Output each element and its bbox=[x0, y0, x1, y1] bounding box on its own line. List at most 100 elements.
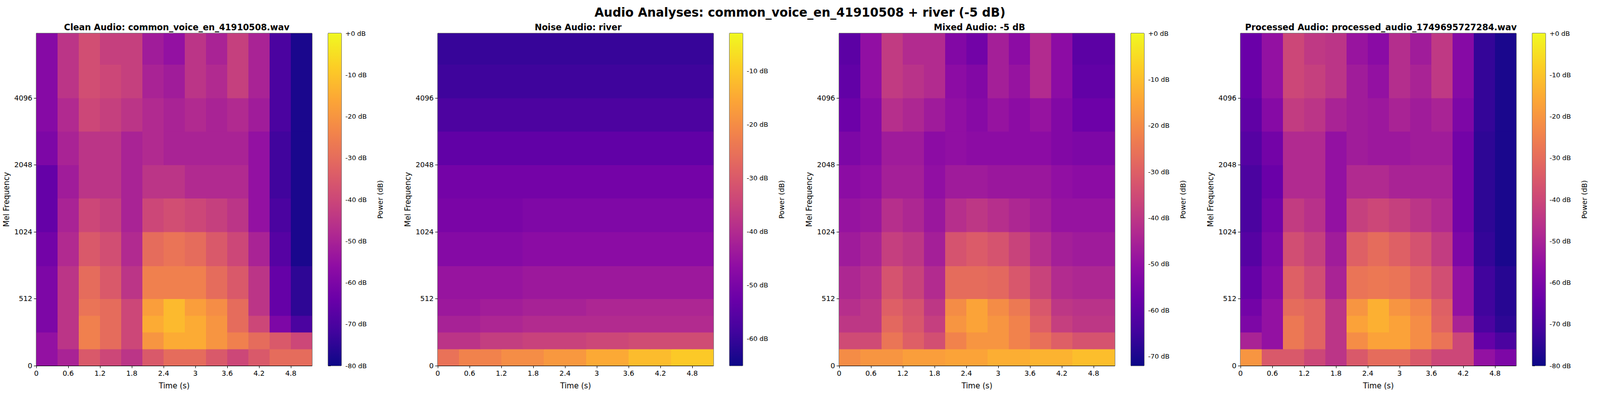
svg-text:3: 3 bbox=[594, 369, 600, 378]
svg-text:0: 0 bbox=[34, 369, 39, 378]
svg-text:0.6: 0.6 bbox=[1266, 369, 1278, 378]
svg-text:512: 512 bbox=[1222, 294, 1237, 303]
svg-text:3: 3 bbox=[193, 369, 198, 378]
svg-text:-20 dB: -20 dB bbox=[1549, 112, 1572, 121]
svg-text:-80 dB: -80 dB bbox=[1549, 362, 1572, 370]
svg-text:4.2: 4.2 bbox=[1457, 369, 1469, 378]
svg-text:-30 dB: -30 dB bbox=[1148, 168, 1170, 176]
svg-text:Mel Frequency: Mel Frequency bbox=[403, 172, 413, 228]
svg-text:-50 dB: -50 dB bbox=[746, 281, 769, 289]
svg-text:-60 dB: -60 dB bbox=[746, 334, 769, 343]
svg-text:-60 dB: -60 dB bbox=[1148, 306, 1170, 315]
svg-text:-80 dB: -80 dB bbox=[345, 362, 368, 370]
svg-text:-20 dB: -20 dB bbox=[345, 112, 368, 121]
svg-text:4096: 4096 bbox=[816, 93, 836, 102]
svg-text:-30 dB: -30 dB bbox=[746, 174, 769, 182]
svg-text:0: 0 bbox=[1238, 369, 1244, 378]
svg-text:4.8: 4.8 bbox=[285, 369, 297, 378]
svg-text:-20 dB: -20 dB bbox=[746, 120, 769, 129]
svg-text:4096: 4096 bbox=[14, 93, 33, 102]
svg-text:3.6: 3.6 bbox=[1425, 369, 1437, 378]
svg-text:4.8: 4.8 bbox=[1088, 369, 1100, 378]
svg-text:Mixed Audio: -5 dB: Mixed Audio: -5 dB bbox=[934, 22, 1026, 33]
svg-text:0: 0 bbox=[830, 361, 836, 370]
svg-text:-70 dB: -70 dB bbox=[1148, 352, 1170, 360]
svg-text:-50 dB: -50 dB bbox=[1549, 237, 1572, 245]
svg-text:1024: 1024 bbox=[14, 227, 33, 236]
svg-text:Time (s): Time (s) bbox=[1362, 381, 1395, 391]
svg-text:Power (dB): Power (dB) bbox=[1580, 180, 1589, 219]
svg-text:-60 dB: -60 dB bbox=[345, 278, 368, 287]
svg-text:Power (dB): Power (dB) bbox=[1178, 180, 1187, 219]
svg-text:512: 512 bbox=[420, 294, 434, 303]
svg-text:3.6: 3.6 bbox=[221, 369, 233, 378]
svg-text:-10 dB: -10 dB bbox=[345, 71, 368, 79]
svg-text:1.2: 1.2 bbox=[495, 369, 507, 378]
svg-text:Clean Audio: common_voice_en_4: Clean Audio: common_voice_en_41910508.wa… bbox=[64, 22, 290, 33]
svg-text:512: 512 bbox=[18, 294, 33, 303]
svg-text:-40 dB: -40 dB bbox=[1549, 195, 1572, 204]
svg-text:2.4: 2.4 bbox=[158, 369, 170, 378]
svg-text:0.6: 0.6 bbox=[865, 369, 877, 378]
svg-text:Mel Frequency: Mel Frequency bbox=[804, 172, 814, 228]
svg-text:3: 3 bbox=[1397, 369, 1403, 378]
svg-text:1024: 1024 bbox=[1218, 227, 1237, 236]
svg-text:+0 dB: +0 dB bbox=[345, 29, 366, 38]
svg-text:1.8: 1.8 bbox=[126, 369, 138, 378]
svg-text:2048: 2048 bbox=[14, 160, 33, 169]
svg-text:0: 0 bbox=[837, 369, 842, 378]
svg-text:3: 3 bbox=[996, 369, 1001, 378]
svg-text:Noise Audio: river: Noise Audio: river bbox=[534, 22, 623, 33]
svg-text:0: 0 bbox=[429, 361, 434, 370]
svg-text:2048: 2048 bbox=[415, 160, 434, 169]
svg-text:0.6: 0.6 bbox=[62, 369, 74, 378]
svg-text:Time (s): Time (s) bbox=[961, 381, 993, 391]
svg-text:2.4: 2.4 bbox=[559, 369, 571, 378]
svg-text:-40 dB: -40 dB bbox=[746, 227, 769, 236]
svg-text:2.4: 2.4 bbox=[960, 369, 972, 378]
svg-text:1024: 1024 bbox=[816, 227, 836, 236]
svg-text:-60 dB: -60 dB bbox=[1549, 278, 1572, 287]
svg-text:1024: 1024 bbox=[415, 227, 434, 236]
svg-text:1.8: 1.8 bbox=[1330, 369, 1342, 378]
svg-text:-70 dB: -70 dB bbox=[1549, 320, 1572, 328]
svg-text:1.8: 1.8 bbox=[928, 369, 941, 378]
svg-text:+0 dB: +0 dB bbox=[1549, 29, 1570, 38]
svg-text:0: 0 bbox=[27, 361, 33, 370]
svg-text:Processed Audio: processed_aud: Processed Audio: processed_audio_1749695… bbox=[1245, 22, 1517, 33]
svg-text:-30 dB: -30 dB bbox=[345, 153, 368, 162]
svg-text:4.2: 4.2 bbox=[1056, 369, 1068, 378]
svg-text:512: 512 bbox=[821, 294, 836, 303]
svg-text:4096: 4096 bbox=[1218, 93, 1237, 102]
svg-text:Mel Frequency: Mel Frequency bbox=[1206, 172, 1216, 228]
svg-text:1.8: 1.8 bbox=[527, 369, 539, 378]
svg-text:4.2: 4.2 bbox=[253, 369, 265, 378]
svg-text:Mel Frequency: Mel Frequency bbox=[2, 172, 12, 228]
svg-text:4096: 4096 bbox=[415, 93, 434, 102]
svg-text:-40 dB: -40 dB bbox=[1148, 214, 1170, 222]
svg-text:0: 0 bbox=[1231, 361, 1237, 370]
svg-text:0: 0 bbox=[435, 369, 441, 378]
svg-text:3.6: 3.6 bbox=[623, 369, 635, 378]
svg-text:-10 dB: -10 dB bbox=[746, 67, 769, 75]
svg-text:4.2: 4.2 bbox=[654, 369, 666, 378]
svg-text:3.6: 3.6 bbox=[1024, 369, 1036, 378]
svg-text:4.8: 4.8 bbox=[1489, 369, 1501, 378]
svg-text:-70 dB: -70 dB bbox=[345, 320, 368, 328]
svg-text:4.8: 4.8 bbox=[686, 369, 698, 378]
svg-text:+0 dB: +0 dB bbox=[1148, 29, 1169, 38]
svg-text:Time (s): Time (s) bbox=[559, 381, 592, 391]
svg-text:2048: 2048 bbox=[1218, 160, 1237, 169]
svg-text:1.2: 1.2 bbox=[94, 369, 106, 378]
svg-text:1.2: 1.2 bbox=[897, 369, 909, 378]
svg-text:-50 dB: -50 dB bbox=[345, 237, 368, 245]
svg-text:-10 dB: -10 dB bbox=[1148, 75, 1170, 84]
svg-text:0.6: 0.6 bbox=[463, 369, 476, 378]
svg-text:-50 dB: -50 dB bbox=[1148, 260, 1170, 268]
svg-text:Power (dB): Power (dB) bbox=[777, 180, 786, 219]
svg-text:2048: 2048 bbox=[816, 160, 836, 169]
svg-text:-20 dB: -20 dB bbox=[1148, 121, 1170, 130]
svg-text:-40 dB: -40 dB bbox=[345, 195, 368, 204]
svg-text:Time (s): Time (s) bbox=[158, 381, 190, 391]
svg-text:2.4: 2.4 bbox=[1362, 369, 1374, 378]
